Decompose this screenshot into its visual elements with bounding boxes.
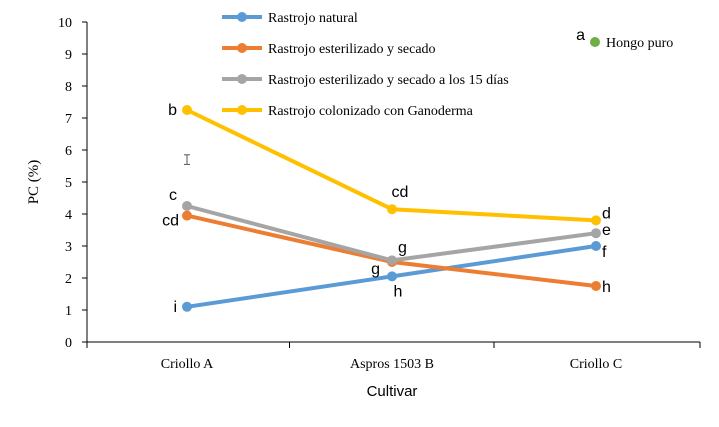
series-4 — [182, 105, 601, 226]
data-point — [591, 281, 601, 291]
legend-entry-1: Rastrojo natural — [222, 11, 358, 26]
y-tick-label: 1 — [65, 304, 72, 319]
significance-letter: g — [398, 239, 407, 256]
y-tick-label: 5 — [65, 176, 72, 191]
significance-letter: b — [168, 102, 177, 119]
x-tick-label: Criollo A — [161, 357, 214, 372]
data-point — [387, 255, 397, 266]
y-tick-label: 9 — [65, 48, 72, 63]
series-1 — [182, 241, 601, 312]
significance-letter: cd — [392, 184, 409, 201]
significance-letter: f — [602, 244, 607, 261]
significance-letter: i — [173, 299, 177, 316]
legend-label: Rastrojo esterilizado y secado a los 15 … — [268, 73, 509, 88]
significance-letter: e — [602, 222, 611, 239]
series-3 — [182, 201, 601, 266]
legend-swatch-marker — [237, 105, 247, 115]
legend-label: Rastrojo colonizado con Ganoderma — [268, 104, 474, 119]
legend-label: Rastrojo esterilizado y secado — [268, 42, 436, 57]
y-axis-label: PC (%) — [26, 160, 42, 205]
y-tick-label: 2 — [65, 272, 72, 287]
data-point — [387, 204, 397, 215]
legend-swatch-marker — [237, 74, 247, 84]
y-tick-label: 7 — [65, 112, 72, 127]
significance-letter: g — [371, 261, 380, 278]
y-tick-label: 6 — [65, 144, 72, 159]
legend-swatch-marker — [237, 43, 247, 53]
y-tick-label: 0 — [65, 336, 72, 351]
data-point — [591, 241, 601, 251]
x-tick-label: Criollo C — [570, 357, 623, 372]
chart-extras: a Hongo puro — [184, 27, 673, 165]
legend-swatch-marker — [237, 12, 247, 22]
reference-point: a Hongo puro — [576, 27, 673, 51]
reference-label: Hongo puro — [606, 36, 673, 51]
x-tick-label: Aspros 1503 B — [350, 357, 434, 372]
legend: Rastrojo natural Rastrojo esterilizado y … — [222, 11, 509, 119]
significance-letter: d — [602, 205, 611, 222]
series-layer — [182, 105, 601, 312]
legend-entry-2: Rastrojo esterilizado y secado — [222, 42, 436, 57]
data-point — [182, 105, 192, 115]
legend-entry-3: Rastrojo esterilizado y secado a los 15 … — [222, 73, 509, 88]
y-tick-label: 8 — [65, 80, 72, 95]
y-axis: 0 1 2 3 4 5 6 7 8 9 10 — [58, 16, 88, 351]
significance-letter: h — [602, 279, 611, 296]
series-line — [185, 108, 598, 223]
x-axis-label: Cultivar — [367, 383, 418, 400]
data-point — [387, 271, 397, 282]
data-point — [182, 301, 192, 312]
y-tick-label: 3 — [65, 240, 72, 255]
data-point — [591, 228, 601, 239]
legend-entry-4: Rastrojo colonizado con Ganoderma — [222, 104, 474, 119]
y-tick-label: 4 — [65, 208, 72, 223]
legend-label: Rastrojo natural — [268, 11, 358, 26]
reference-letter: a — [576, 27, 585, 44]
x-axis: Criollo A Aspros 1503 B Criollo C — [86, 341, 701, 372]
data-point — [591, 215, 601, 226]
y-tick-label: 10 — [58, 16, 72, 31]
significance-letter: cd — [162, 213, 179, 230]
error-bar — [184, 154, 190, 165]
data-point — [182, 201, 192, 211]
significance-letter: c — [169, 187, 177, 204]
reference-marker — [590, 37, 600, 47]
significance-letter: h — [394, 283, 403, 300]
data-point — [182, 210, 192, 221]
